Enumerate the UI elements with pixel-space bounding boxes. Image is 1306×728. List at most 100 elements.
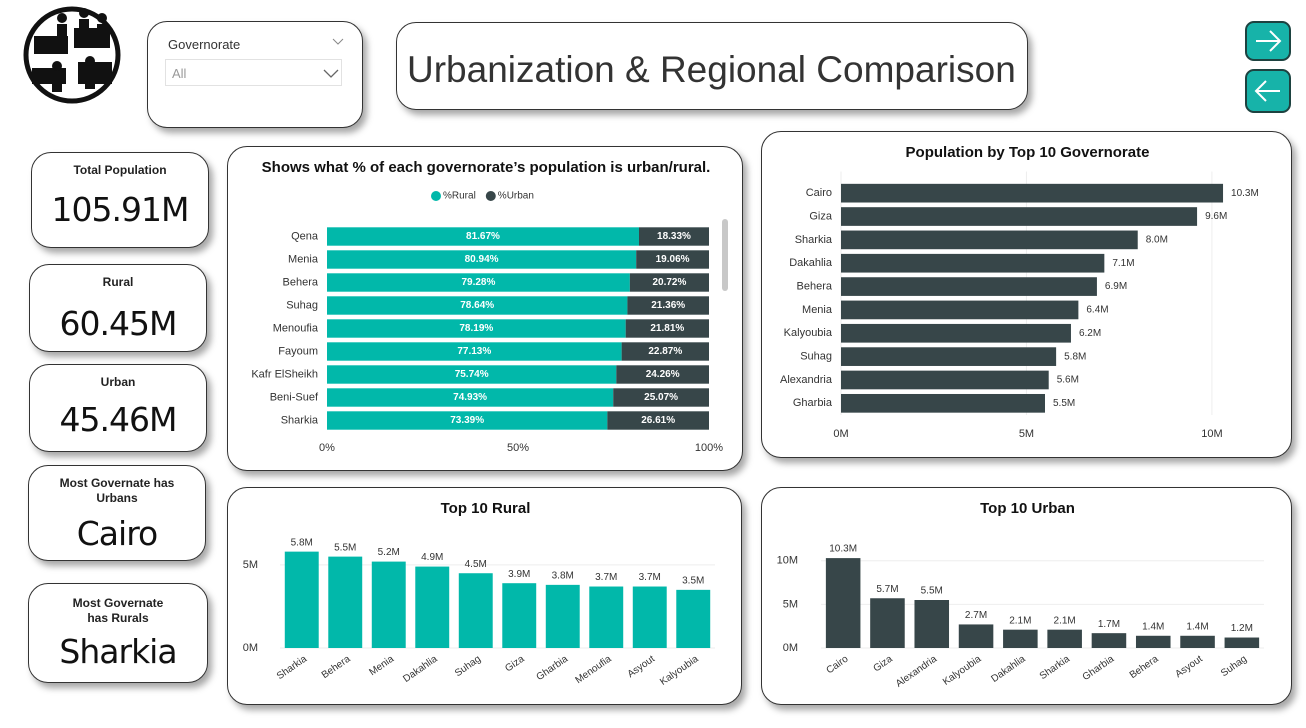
bar [458, 573, 493, 648]
y-tick-label: Sharkia [281, 414, 319, 426]
slicer-value: All [172, 66, 187, 81]
x-tick-label: Giza [503, 653, 527, 674]
x-tick-label: Asyout [626, 653, 658, 680]
y-tick-label: Behera [283, 276, 319, 288]
data-label: 1.2M [1231, 623, 1253, 634]
bar [841, 347, 1057, 366]
chart-title: Shows what % of each governorate’s popul… [262, 159, 711, 176]
x-tick-label: Dakahlia [989, 653, 1028, 685]
bar [841, 253, 1105, 273]
x-tick-label: Giza [872, 653, 896, 674]
y-tick-label: Qena [291, 230, 319, 242]
data-label: 2.7M [965, 610, 987, 621]
chart-panel: Shows what % of each governorate’s popul… [227, 146, 743, 471]
data-label: 4.5M [465, 559, 487, 570]
bar-segment [638, 227, 709, 246]
scrollbar[interactable] [722, 219, 728, 291]
data-label: 3.8M [552, 571, 574, 582]
bar-segment [625, 319, 709, 338]
y-tick-label: Menia [288, 253, 319, 265]
data-label: 5.5M [921, 586, 943, 597]
x-tick-label: Gharbia [1081, 653, 1117, 683]
data-label: 78.19% [459, 323, 493, 334]
y-tick-label: Fayoum [278, 345, 318, 357]
bar [328, 556, 363, 648]
y-tick-label: 5M [783, 598, 798, 610]
data-label: 5.7M [876, 584, 898, 595]
bar-segment [613, 388, 709, 407]
bar [589, 586, 624, 648]
bar [676, 589, 711, 648]
data-label: 73.39% [450, 415, 484, 426]
bar [1003, 629, 1038, 648]
data-label: 21.36% [651, 300, 685, 311]
data-label: 10.3M [1231, 188, 1259, 199]
bar [1180, 635, 1215, 648]
x-tick-label: Suhag [453, 654, 483, 680]
y-tick-label: Kafr ElSheikh [251, 368, 318, 380]
bar-segment [629, 273, 709, 292]
data-label: 6.2M [1079, 328, 1101, 339]
data-label: 19.06% [656, 254, 690, 265]
y-tick-label: Alexandria [780, 374, 833, 386]
dropdown[interactable]: All [165, 59, 342, 86]
x-tick-label: Behera [320, 653, 353, 681]
bar-segment [327, 319, 626, 338]
bar-segment [616, 365, 709, 384]
card-label: Rural [102, 275, 134, 289]
x-tick-label: Kalyoubia [941, 653, 984, 687]
chart-panel: Population by Top 10 Governorate 0M 5M 10M C… [761, 131, 1292, 458]
bar-segment [327, 411, 608, 430]
bar [632, 586, 667, 648]
data-label: 2.1M [1054, 615, 1076, 626]
bar [841, 183, 1224, 203]
data-label: 5.5M [1053, 398, 1075, 409]
bar [841, 323, 1071, 343]
card-value: 45.46M [59, 400, 178, 439]
data-label: 2.1M [1009, 615, 1031, 626]
x-tick-label: 0% [319, 442, 335, 454]
bar [841, 277, 1097, 296]
nav-buttons[interactable] [1244, 20, 1294, 116]
bar [1224, 637, 1260, 648]
kpi-card: Most Governate has Rurals Sharkia [28, 583, 208, 683]
bar-segment [627, 296, 709, 315]
x-tick-label: Menoufia [573, 653, 613, 686]
slicer[interactable]: Governorate All [147, 21, 363, 128]
data-label: 1.7M [1098, 619, 1120, 630]
data-label: 21.81% [650, 323, 684, 334]
x-tick-label: 50% [507, 442, 529, 454]
y-tick-label: Sharkia [795, 234, 833, 246]
card-value: 60.45M [59, 304, 178, 343]
data-label: 9.6M [1205, 211, 1227, 222]
legend-marker [431, 191, 441, 201]
bar [1091, 633, 1127, 648]
page-title: Urbanization & Regional Comparison [407, 49, 1016, 90]
data-label: 4.9M [421, 552, 443, 563]
chart-panel: Top 10 Urban 0M 5M 10M 10.3M Cairo 5.7M Giza 5.5… [761, 487, 1292, 705]
kpi-card: Total Population 105.91M [31, 152, 209, 248]
x-tick-label: Menia [367, 653, 396, 678]
data-label: 79.28% [461, 277, 495, 288]
data-label: 18.33% [657, 231, 691, 242]
x-tick-label: 0M [833, 428, 848, 440]
bar-segment [327, 388, 614, 407]
x-tick-label: Alexandria [894, 653, 939, 689]
data-label: 7.1M [1112, 258, 1134, 269]
data-label: 22.87% [648, 346, 682, 357]
y-tick-label: 0M [243, 642, 258, 654]
bar-segment [607, 411, 709, 430]
y-tick-label: Dakahlia [789, 257, 833, 269]
bar [841, 230, 1138, 250]
data-label: 5.8M [1064, 351, 1086, 362]
bar-segment [636, 250, 709, 269]
data-label: 1.4M [1142, 621, 1164, 632]
x-tick-label: Behera [1128, 653, 1161, 681]
bar-segment [327, 273, 630, 292]
data-label: 3.7M [639, 572, 661, 583]
data-label: 5.8M [291, 537, 313, 548]
bar-segment [327, 342, 622, 361]
legend-label: %Rural [443, 191, 476, 202]
data-label: 1.4M [1186, 621, 1208, 632]
bar [914, 600, 950, 648]
